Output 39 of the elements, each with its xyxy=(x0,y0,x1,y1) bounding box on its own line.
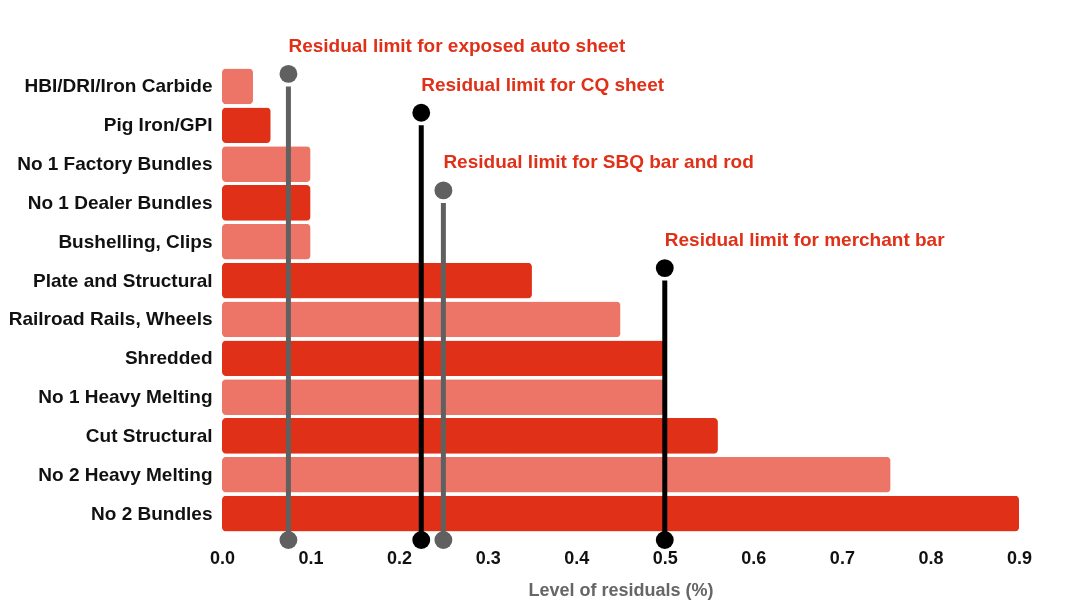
x-tick-label: 0.3 xyxy=(475,547,501,568)
y-tick-label: HBI/DRI/Iron Carbide xyxy=(24,75,213,97)
x-tick-label: 0.5 xyxy=(652,547,678,568)
bar xyxy=(222,107,271,144)
bar xyxy=(222,223,311,260)
x-tick-label: 0.6 xyxy=(741,547,767,568)
y-tick-label: No 1 Factory Bundles xyxy=(17,153,213,175)
x-tick-label: 0.2 xyxy=(387,547,413,568)
annotation: Residual limit for CQ sheet xyxy=(421,73,665,95)
bar xyxy=(222,146,311,182)
y-tick-label: Plate and Structural xyxy=(33,269,213,291)
bar xyxy=(222,185,311,221)
bar xyxy=(222,68,253,105)
y-tick-label: Cut Structural xyxy=(85,424,213,446)
x-axis-title: Level of residuals (%) xyxy=(528,579,714,600)
x-tick-label: 0.4 xyxy=(564,547,590,568)
x-tick-label: 0.7 xyxy=(829,547,855,568)
x-tick-label: 0.1 xyxy=(298,547,324,568)
y-tick-label: Shredded xyxy=(124,347,213,369)
y-tick-label: Pig Iron/GPI xyxy=(103,114,213,136)
x-tick-label: 0.9 xyxy=(1006,547,1033,568)
bar xyxy=(222,301,621,338)
y-tick-label: No 1 Dealer Bundles xyxy=(27,191,213,213)
bar xyxy=(222,418,718,454)
x-tick-label: 0.8 xyxy=(918,547,944,568)
bar xyxy=(222,495,1019,532)
bar xyxy=(222,379,665,415)
x-tick-label: 0.0 xyxy=(209,547,236,568)
annotation: Residual limit for merchant bar xyxy=(664,229,946,251)
y-tick-label: No 2 Bundles xyxy=(91,502,213,524)
bar xyxy=(222,340,665,377)
y-tick-label: No 2 Heavy Melting xyxy=(38,463,213,485)
annotation: Residual limit for exposed auto sheet xyxy=(288,34,626,56)
y-tick-label: Railroad Rails, Wheels xyxy=(8,308,213,330)
bar xyxy=(222,262,532,299)
bar xyxy=(222,456,891,493)
annotation: Residual limit for SBQ bar and rod xyxy=(443,151,754,173)
y-tick-label: No 1 Heavy Melting xyxy=(38,386,213,408)
y-tick-label: Bushelling, Clips xyxy=(58,230,213,252)
